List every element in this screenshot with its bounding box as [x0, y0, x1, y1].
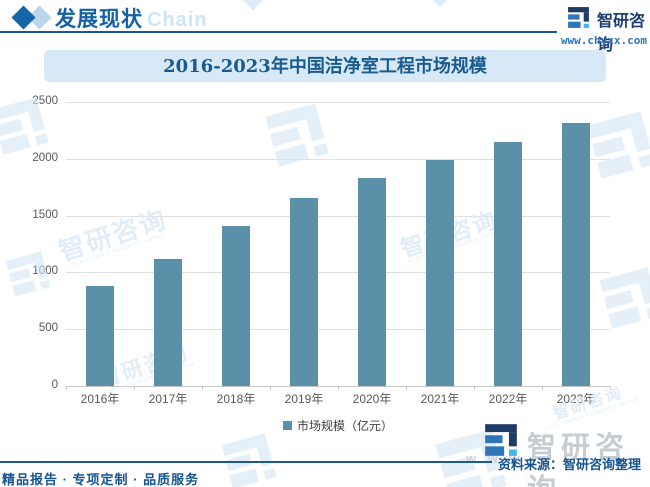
- x-axis-tick: [406, 386, 407, 390]
- x-axis-tick: [542, 386, 543, 390]
- bar-chart: 0 500 1000 1500 2000 2500: [0, 95, 650, 391]
- brand-name-watermark: 智研咨询: [527, 432, 630, 487]
- x-tick-label: 2022年: [488, 392, 528, 406]
- gridline: [66, 215, 610, 217]
- chart-legend: 市场规模（亿元）: [66, 417, 610, 434]
- x-axis-tick: [66, 386, 67, 390]
- x-axis-tick: [134, 386, 135, 390]
- y-tick-label: 2500: [32, 95, 58, 107]
- bar-2021年: [426, 159, 454, 386]
- bar-2020年: [358, 177, 386, 386]
- section-title: 发展现状: [55, 8, 143, 31]
- diamond-icon: [431, 0, 449, 8]
- x-tick-label: 2017年: [148, 392, 188, 406]
- x-tick-label: 2020年: [352, 392, 392, 406]
- x-tick-label: 2023年: [556, 392, 596, 406]
- bar-2017年: [154, 259, 182, 386]
- plot-area: [66, 102, 611, 390]
- x-axis-labels: 2016年 2017年 2018年 2019年 2020年 2021年 2022年 2023年: [66, 390, 610, 406]
- bar-2019年: [290, 198, 318, 386]
- brand-name: 智研咨询: [597, 13, 646, 54]
- y-tick-label: 500: [38, 322, 58, 335]
- gridline: [66, 102, 610, 103]
- footer-divider: [0, 461, 492, 463]
- gridline: [66, 329, 610, 331]
- bar-2018年: [222, 226, 250, 386]
- chart-title: 2016-2023年中国洁净室工程市场规模: [163, 56, 487, 77]
- diamond-icon: [11, 5, 36, 30]
- y-tick-label: 0: [51, 379, 58, 391]
- legend-label: 市场规模（亿元）: [296, 419, 393, 433]
- x-axis-tick: [338, 386, 339, 390]
- legend-marker: [282, 421, 292, 430]
- x-tick-label: 2018年: [216, 392, 256, 406]
- bar-2016年: [86, 286, 114, 386]
- footer-tagline: 精品报告 · 专项定制 · 品质服务: [2, 472, 200, 487]
- bar-2023年: [562, 122, 590, 386]
- x-tick-label: 2019年: [284, 392, 324, 406]
- diamond-icon: [241, 0, 265, 11]
- y-tick-label: 2000: [32, 151, 58, 164]
- gridline: [66, 272, 610, 274]
- x-axis-tick: [202, 386, 203, 390]
- gridline: [66, 158, 610, 160]
- x-axis-tick: [270, 386, 271, 390]
- bar-2022年: [494, 141, 522, 386]
- x-axis-tick: [610, 386, 611, 390]
- background-word: Chain: [147, 9, 208, 31]
- y-tick-label: 1000: [32, 265, 58, 278]
- x-tick-label: 2016年: [80, 392, 120, 406]
- data-source-note: 资料来源：智研咨询整理: [498, 457, 642, 472]
- header-divider: [0, 31, 557, 33]
- website-url: www.chyxx.com: [560, 34, 647, 47]
- x-tick-label: 2021年: [420, 392, 460, 406]
- chart-title-banner: 2016-2023年中国洁净室工程市场规模: [44, 50, 606, 82]
- brand-logo-icon: [566, 5, 591, 30]
- y-tick-label: 1500: [32, 208, 58, 221]
- x-axis-tick: [474, 386, 475, 390]
